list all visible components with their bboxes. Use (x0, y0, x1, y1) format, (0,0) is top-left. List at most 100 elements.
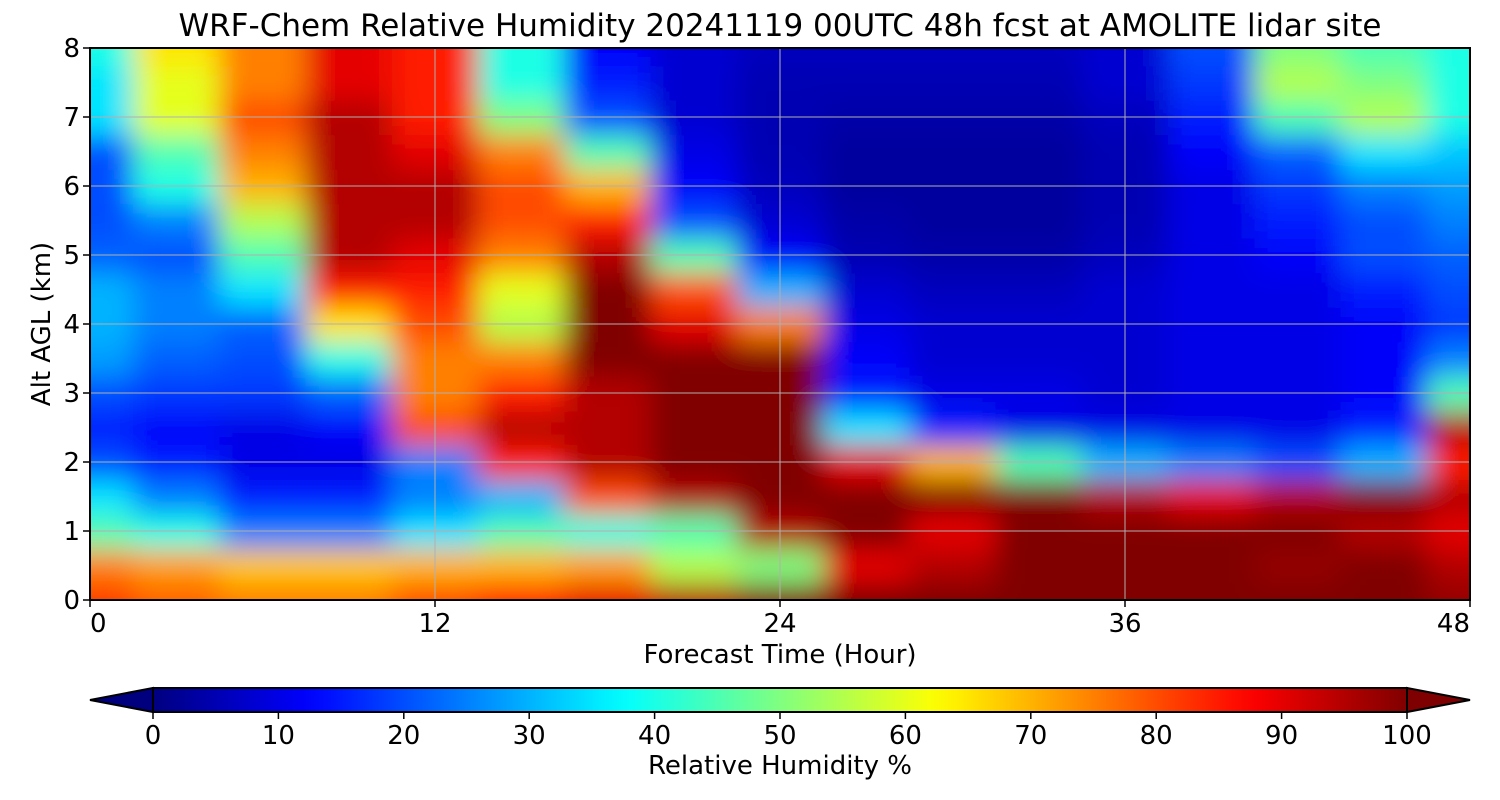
heatmap-cell (650, 582, 738, 600)
y-ticks: 0 1 2 3 4 5 6 7 8 (63, 34, 90, 616)
heatmap-cell (650, 48, 738, 67)
colorbar-tick-label: 0 (145, 721, 162, 751)
heatmap-cell (1168, 341, 1256, 377)
heatmap-cell (133, 134, 221, 170)
heatmap-cell (909, 582, 997, 600)
heatmap-cell (1254, 203, 1342, 239)
x-tick-label: 48 (1437, 609, 1470, 639)
heatmap-cell (1340, 548, 1428, 584)
heatmap-cell (995, 203, 1083, 239)
heatmap-cell (995, 341, 1083, 377)
heatmap-cell (650, 65, 738, 101)
heatmap-cell (133, 203, 221, 239)
heatmap-cell (219, 272, 307, 308)
heatmap-cell (1426, 410, 1470, 446)
heatmap-cell (305, 203, 393, 239)
y-tick-label: 0 (63, 586, 80, 616)
heatmap-cell (564, 341, 652, 377)
colorbar-arrow-max (1406, 686, 1471, 714)
heatmap-cell (478, 410, 566, 446)
heatmap-cell (219, 341, 307, 377)
heatmap-cell (1254, 548, 1342, 584)
heatmap-cell (1168, 548, 1256, 584)
heatmap-cell (1254, 479, 1342, 515)
heatmap-cell (133, 48, 221, 67)
heatmap-cell (1426, 582, 1470, 600)
colorbar-tick-label: 10 (262, 721, 295, 751)
heatmap-cell (909, 48, 997, 67)
y-tick-label: 6 (63, 172, 80, 202)
heatmap-cell (909, 410, 997, 446)
heatmap-cell (133, 582, 221, 600)
heatmap-cell (478, 203, 566, 239)
heatmap-cell (90, 341, 135, 377)
heatmap-cell (219, 134, 307, 170)
heatmap-cell (90, 48, 135, 67)
colorbar (89, 686, 1471, 714)
colorbar-arrow-min (89, 686, 154, 714)
heatmap-cell (1254, 272, 1342, 308)
colorbar-gradient (153, 688, 1407, 712)
heatmap-cell (478, 48, 566, 67)
heatmap-cell (650, 479, 738, 515)
heatmap-cell (1426, 341, 1470, 377)
heatmap-cell (478, 582, 566, 600)
heatmap-cell (1168, 479, 1256, 515)
y-tick-label: 4 (63, 310, 80, 340)
colorbar-ticks: 0 10 20 30 40 50 60 70 80 90 100 (145, 712, 1432, 751)
heatmap-cell (995, 48, 1083, 67)
heatmap-cell (478, 65, 566, 101)
heatmap-cell (1168, 134, 1256, 170)
heatmap-cell (823, 341, 911, 377)
heatmap-cell (219, 548, 307, 584)
heatmap-cell (995, 582, 1083, 600)
heatmap-cell (305, 134, 393, 170)
heatmap-cell (564, 134, 652, 170)
heatmap-cell (219, 203, 307, 239)
heatmap-cell (823, 48, 911, 67)
heatmap-cell (478, 479, 566, 515)
colorbar-tick-label: 20 (387, 721, 420, 751)
heatmap-cell (1254, 65, 1342, 101)
y-tick-label: 3 (63, 379, 80, 409)
heatmap-cell (90, 548, 135, 584)
heatmap-cell (564, 203, 652, 239)
y-tick-label: 7 (63, 103, 80, 133)
colorbar-tick-label: 60 (889, 721, 922, 751)
heatmap-cell (1426, 48, 1470, 67)
heatmap-cell (909, 341, 997, 377)
heatmap-cell (90, 410, 135, 446)
heatmap-cell (133, 272, 221, 308)
heatmap-cell (90, 272, 135, 308)
heatmap-cell (219, 65, 307, 101)
heatmap-cell (823, 582, 911, 600)
heatmap-cell (305, 479, 393, 515)
heatmap-cell (1426, 134, 1470, 170)
y-tick-label: 1 (63, 517, 80, 547)
heatmap-cell (305, 582, 393, 600)
heatmap-cell (1340, 410, 1428, 446)
heatmap-cell (478, 134, 566, 170)
heatmap-cell (219, 582, 307, 600)
heatmap-cell (219, 479, 307, 515)
heatmap-cell (1340, 582, 1428, 600)
heatmap-cell (823, 548, 911, 584)
heatmap-cell (823, 134, 911, 170)
heatmap-cell (478, 548, 566, 584)
heatmap-cell (995, 134, 1083, 170)
colorbar-tick-label: 50 (763, 721, 796, 751)
heatmap-cell (1168, 410, 1256, 446)
heatmap-cell (1426, 548, 1470, 584)
heatmap-cell (1340, 48, 1428, 67)
heatmap-cell (1340, 134, 1428, 170)
heatmap-cell (650, 203, 738, 239)
heatmap-cell (995, 548, 1083, 584)
heatmap-cell (1340, 272, 1428, 308)
heatmap-cell (133, 65, 221, 101)
colorbar-tick-label: 40 (638, 721, 671, 751)
heatmap-cell (995, 410, 1083, 446)
heatmap-cell (305, 548, 393, 584)
heatmap-cell (90, 134, 135, 170)
heatmap-cell (564, 479, 652, 515)
heatmap-cell (1340, 65, 1428, 101)
